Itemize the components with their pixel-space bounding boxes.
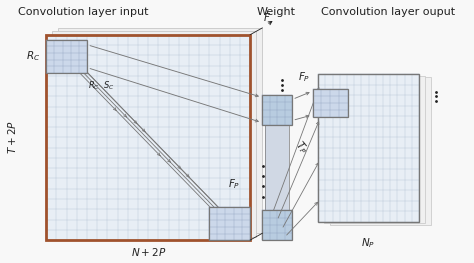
Bar (312, 89, 348, 117)
Text: $R_C$: $R_C$ (27, 49, 41, 63)
Text: $R_C$: $R_C$ (88, 79, 100, 92)
Bar (46, 40, 88, 73)
Bar (330, 77, 431, 225)
Text: Weight: Weight (256, 7, 295, 17)
Text: $F$: $F$ (263, 11, 272, 23)
Bar (209, 207, 250, 240)
Bar (209, 207, 250, 240)
Bar (58, 28, 262, 233)
Text: Convolution layer input: Convolution layer input (18, 7, 149, 17)
Text: $N_P$: $N_P$ (362, 236, 375, 250)
Bar (318, 74, 419, 222)
Bar (52, 31, 256, 237)
Bar (46, 40, 88, 73)
Bar (262, 95, 292, 125)
Text: Convolution layer ouput: Convolution layer ouput (321, 7, 456, 17)
Bar (262, 210, 292, 240)
Bar (312, 89, 348, 117)
Bar (265, 125, 289, 210)
Bar (262, 210, 292, 240)
Bar (318, 74, 419, 222)
Text: $S_C$: $S_C$ (103, 79, 114, 92)
Bar (262, 95, 292, 125)
Text: $F_P$: $F_P$ (228, 177, 241, 191)
Bar (46, 35, 250, 240)
Bar (324, 76, 425, 224)
Text: $T + 2P$: $T + 2P$ (6, 120, 18, 154)
Bar (46, 35, 250, 240)
Text: $T_P$: $T_P$ (292, 139, 311, 157)
Text: $F_P$: $F_P$ (298, 70, 310, 84)
Text: $N + 2P$: $N + 2P$ (130, 246, 166, 258)
